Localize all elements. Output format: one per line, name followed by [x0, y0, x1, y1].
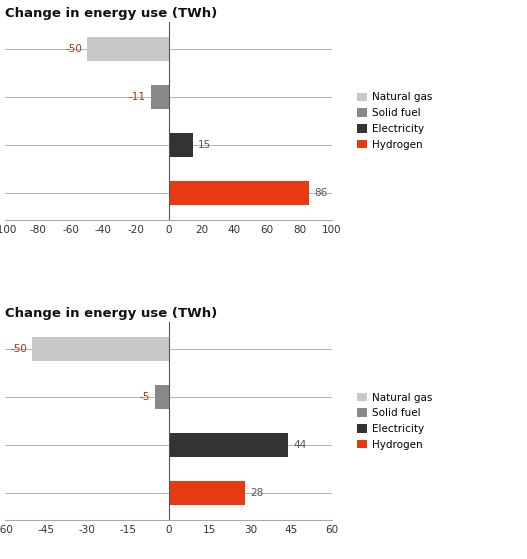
Bar [33, 337, 169, 361]
Text: -50: -50 [11, 344, 27, 354]
Bar [169, 181, 309, 205]
Text: -11: -11 [129, 92, 146, 102]
Legend: Natural gas, Solid fuel, Electricity, Hydrogen: Natural gas, Solid fuel, Electricity, Hy… [357, 92, 433, 150]
Text: 86: 86 [314, 188, 327, 198]
Text: Change in energy use (TWh): Change in energy use (TWh) [5, 307, 218, 320]
Bar [169, 481, 245, 505]
Text: 28: 28 [250, 489, 263, 499]
Bar [155, 385, 169, 409]
Text: 44: 44 [294, 440, 307, 450]
Text: Change in energy use (TWh): Change in energy use (TWh) [5, 7, 218, 20]
Bar [169, 433, 288, 457]
Bar [151, 85, 169, 109]
Bar [87, 37, 169, 61]
Text: -5: -5 [140, 392, 150, 402]
Bar [169, 133, 193, 157]
Text: -50: -50 [65, 44, 82, 54]
Legend: Natural gas, Solid fuel, Electricity, Hydrogen: Natural gas, Solid fuel, Electricity, Hy… [357, 392, 433, 450]
Text: 15: 15 [198, 140, 211, 150]
